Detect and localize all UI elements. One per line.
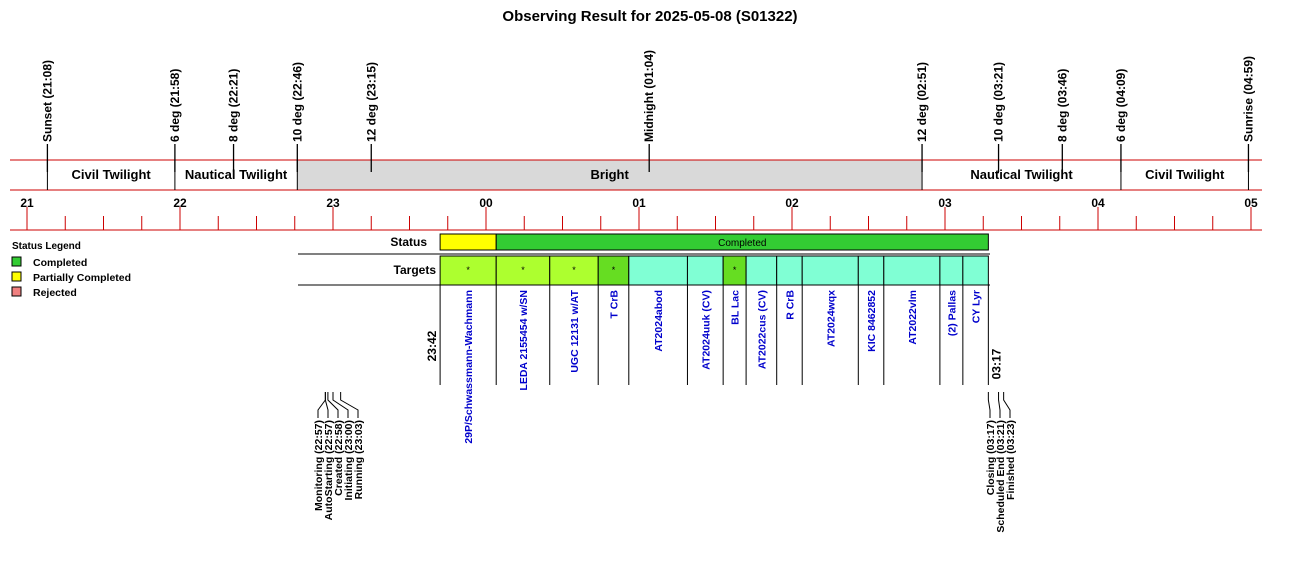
- hour-tick-label: 00: [479, 196, 493, 210]
- event-label: 10 deg (22:46): [290, 62, 304, 142]
- event-label: Initiating (23:00): [343, 420, 355, 501]
- target-block: [857, 255, 885, 286]
- band-label: Civil Twilight: [1145, 167, 1225, 182]
- targets-row-label: Targets: [394, 263, 437, 277]
- event-leader-line: [340, 392, 359, 418]
- hour-tick-label: 21: [20, 196, 34, 210]
- event-label: Scheduled End (03:21): [995, 420, 1007, 533]
- event-leader-line: [1003, 392, 1011, 418]
- target-block: [439, 255, 497, 286]
- event-label: Finished (03:23): [1005, 420, 1017, 500]
- event-label: Running (23:03): [353, 420, 365, 499]
- legend-swatch: [11, 271, 22, 282]
- target-name: R CrB: [784, 290, 796, 320]
- target-block: [495, 255, 551, 286]
- event-label: Sunset (21:08): [40, 60, 54, 142]
- start-time-label: 23:42: [425, 330, 439, 361]
- event-label: 8 deg (22:21): [227, 69, 241, 142]
- event-label: 6 deg (04:09): [1114, 69, 1128, 142]
- bright-band: [297, 160, 923, 190]
- legend-title: Status Legend: [12, 241, 81, 252]
- event-label: 6 deg (21:58): [168, 69, 182, 142]
- status-row-label: Status: [390, 235, 427, 249]
- target-mark: *: [572, 265, 576, 275]
- band-label: Nautical Twilight: [970, 167, 1073, 182]
- target-name: KIC 8462852: [866, 290, 878, 352]
- legend-label: Partially Completed: [33, 272, 131, 284]
- target-name: AT2022vlm: [907, 290, 919, 345]
- hour-tick-label: 02: [785, 196, 799, 210]
- event-leader-line: [987, 392, 991, 418]
- event-leader-line: [317, 392, 326, 418]
- legend-label: Completed: [33, 257, 87, 269]
- event-leader-line: [327, 392, 339, 418]
- target-name: AT2024uuk (CV): [700, 290, 712, 370]
- target-name: AT2024abod: [653, 290, 665, 352]
- target-name: (2) Pallas: [946, 290, 958, 336]
- event-label: 10 deg (03:21): [992, 62, 1006, 142]
- target-block: [628, 255, 688, 286]
- target-block: [597, 255, 630, 286]
- band-label: Civil Twilight: [72, 167, 152, 182]
- legend-swatch: [11, 286, 22, 297]
- status-segment: [495, 233, 989, 251]
- event-label: AutoStarting (22:57): [323, 420, 335, 520]
- event-leader-line: [332, 392, 349, 418]
- target-mark: *: [466, 265, 470, 275]
- event-label: Monitoring (22:57): [313, 420, 325, 511]
- target-name: AT2022cus (CV): [756, 290, 768, 369]
- legend-swatch: [11, 256, 22, 267]
- target-name: BL Lac: [730, 290, 742, 325]
- event-label: Sunrise (04:59): [1241, 56, 1255, 142]
- target-name: CY Lyr: [971, 290, 983, 323]
- hour-tick-label: 01: [632, 196, 646, 210]
- target-name: T CrB: [609, 290, 621, 319]
- hour-tick-label: 23: [326, 196, 340, 210]
- hour-tick-label: 05: [1244, 196, 1258, 210]
- hour-tick-label: 04: [1091, 196, 1105, 210]
- target-name: 29P/Schwassmann-Wachmann: [463, 290, 475, 444]
- target-block: [686, 255, 724, 286]
- target-mark: *: [521, 265, 525, 275]
- event-label: Created (22:58): [333, 420, 345, 496]
- target-block: [883, 255, 941, 286]
- target-name: UGC 12131 w/AT: [569, 289, 581, 372]
- status-segment-label: Completed: [718, 238, 766, 249]
- target-mark: *: [612, 265, 616, 275]
- event-label: 12 deg (23:15): [364, 62, 378, 142]
- target-block: [962, 255, 989, 286]
- target-block: [549, 255, 599, 286]
- event-leader-line: [324, 392, 329, 418]
- status-segment: [439, 233, 497, 251]
- target-name: LEDA 2155454 w/SN: [518, 290, 530, 391]
- event-label: Midnight (01:04): [642, 50, 656, 142]
- target-name: AT2024wqx: [825, 290, 837, 347]
- hour-tick-label: 22: [173, 196, 187, 210]
- band-label: Nautical Twilight: [185, 167, 288, 182]
- event-label: 12 deg (02:51): [915, 62, 929, 142]
- target-mark: *: [733, 265, 737, 275]
- target-block: [801, 255, 859, 286]
- target-block: [776, 255, 803, 286]
- target-block: [939, 255, 964, 286]
- legend-label: Rejected: [33, 287, 77, 299]
- event-leader-line: [998, 392, 1001, 418]
- band-label: Bright: [591, 167, 630, 182]
- event-label: Closing (03:17): [985, 420, 997, 495]
- event-label: 8 deg (03:46): [1055, 69, 1069, 142]
- page-title: Observing Result for 2025-05-08 (S01322): [502, 8, 797, 25]
- end-time-label: 03:17: [989, 348, 1003, 379]
- target-block: [745, 255, 778, 286]
- hour-tick-label: 03: [938, 196, 952, 210]
